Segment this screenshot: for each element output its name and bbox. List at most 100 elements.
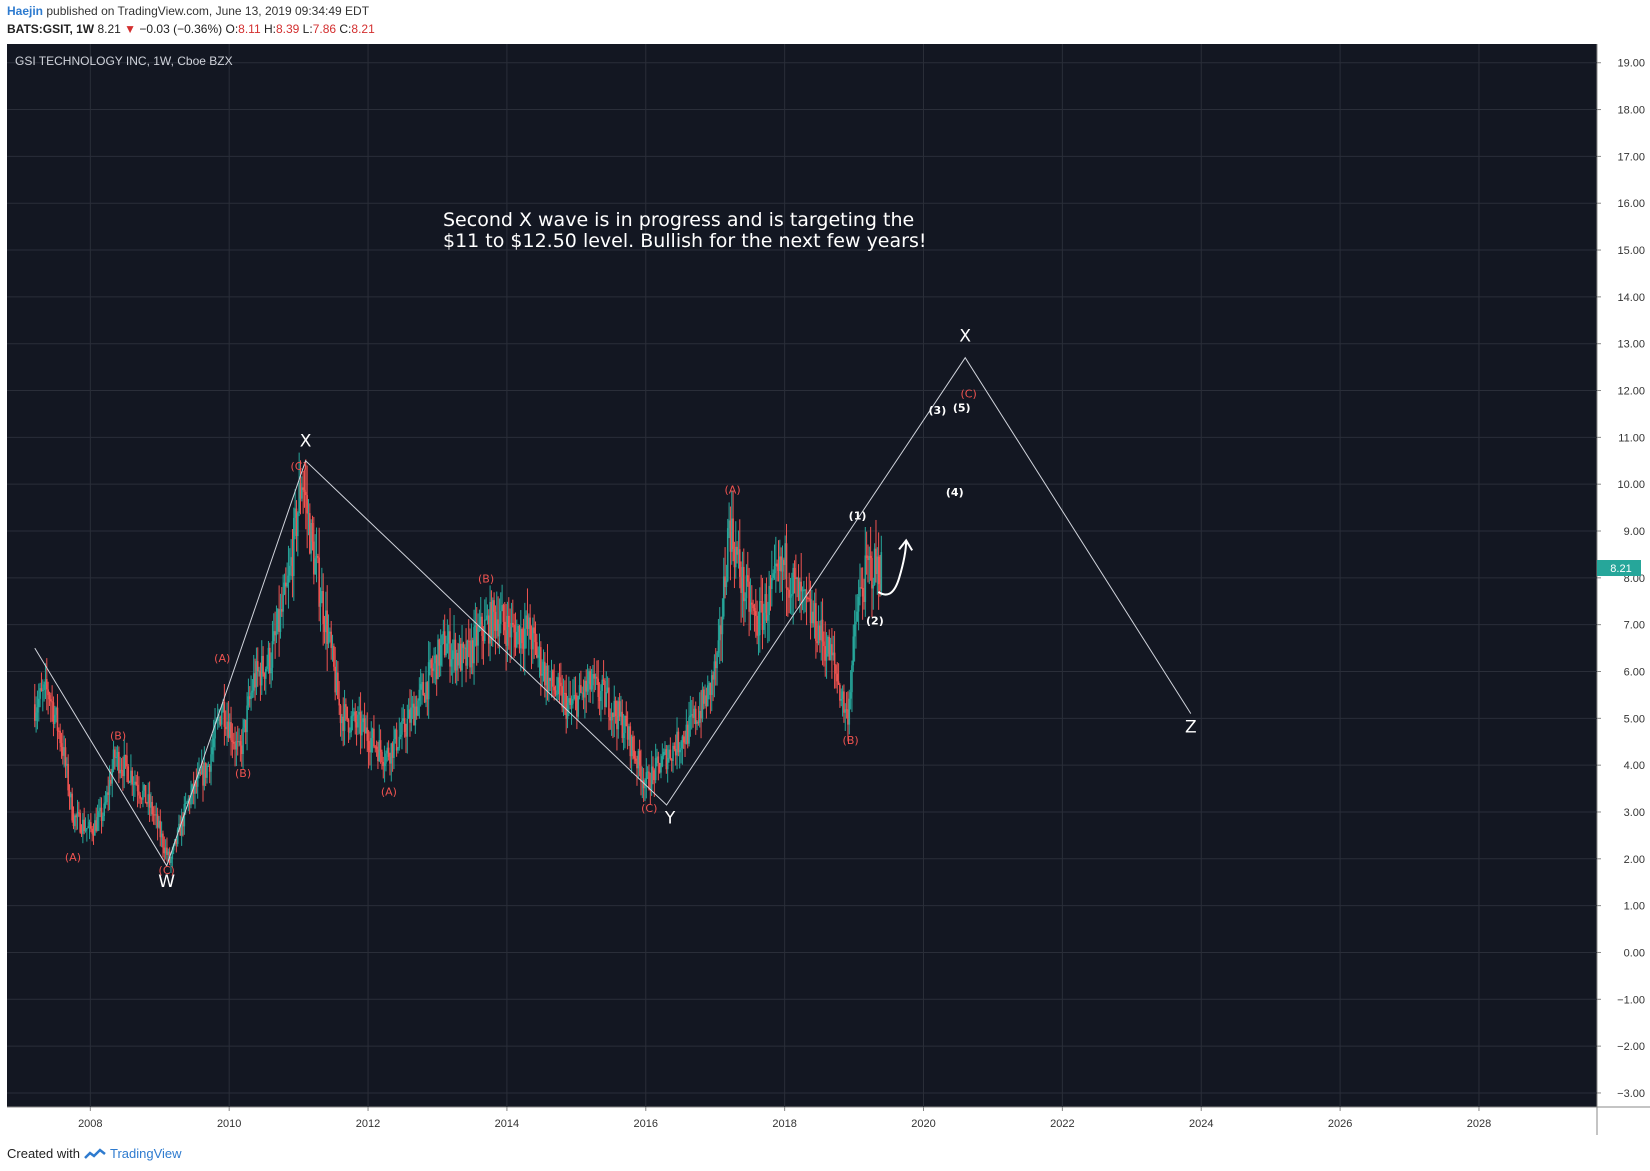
candle-body xyxy=(660,766,662,773)
price-tick-label: 6.00 xyxy=(1624,666,1645,678)
candle-body xyxy=(314,558,316,575)
candle-body xyxy=(159,820,162,838)
candle-body xyxy=(439,645,442,666)
candle-body xyxy=(799,581,801,601)
candle-body xyxy=(222,702,224,712)
candle-body xyxy=(199,771,202,775)
candle-body xyxy=(716,652,718,669)
candle-body xyxy=(710,675,713,695)
time-tick-label: 2016 xyxy=(634,1118,658,1130)
candle-body xyxy=(398,736,401,748)
candle-body xyxy=(88,822,91,827)
candle-body xyxy=(530,638,533,650)
candle-body xyxy=(526,615,529,629)
price-tick-label: 0.00 xyxy=(1624,947,1645,959)
candle-body xyxy=(148,794,151,808)
candle-body xyxy=(864,555,867,602)
sub-wave-label-red: (C) xyxy=(961,388,977,401)
candle-body xyxy=(732,518,734,550)
time-tick-label: 2008 xyxy=(78,1118,102,1130)
candle-body xyxy=(749,602,752,612)
candle-body xyxy=(694,708,697,724)
candle-body xyxy=(451,650,454,660)
candle-body xyxy=(415,706,418,716)
author-link[interactable]: Haejin xyxy=(7,4,44,18)
candle-body xyxy=(425,682,427,703)
candle-body xyxy=(450,659,453,667)
candle-body xyxy=(443,631,446,656)
candle-body xyxy=(55,707,57,715)
candle-body xyxy=(246,705,248,733)
low-value: 7.86 xyxy=(312,22,337,36)
annotation-line-1: Second X wave is in progress and is targ… xyxy=(443,209,914,231)
candle-body xyxy=(43,684,45,690)
candle-body xyxy=(236,741,239,743)
wave-label: W xyxy=(158,872,175,892)
candle-body xyxy=(411,703,414,708)
low-label: L: xyxy=(302,22,313,36)
candle-body xyxy=(621,711,624,738)
candle-body xyxy=(239,741,242,746)
candle-body xyxy=(418,689,421,701)
candle-body xyxy=(657,756,660,764)
candle-body xyxy=(677,731,680,753)
candle-body xyxy=(394,729,397,739)
candle-body xyxy=(800,581,802,592)
candle-body xyxy=(51,701,53,703)
candle-body xyxy=(669,749,672,759)
candle-body xyxy=(180,816,183,836)
candle-body xyxy=(108,779,111,795)
candle-body xyxy=(812,611,815,624)
candle-body xyxy=(188,798,191,805)
candle-body xyxy=(490,601,493,641)
candle-body xyxy=(836,673,839,682)
candle-body xyxy=(270,667,272,674)
candle-body xyxy=(682,736,685,743)
candle-body xyxy=(83,819,85,832)
candle-body xyxy=(785,543,788,589)
candle-body xyxy=(549,677,551,681)
candle-body xyxy=(728,520,730,529)
candle-body xyxy=(805,589,808,598)
candle-body xyxy=(427,662,430,700)
candle-body xyxy=(537,655,539,658)
candle-body xyxy=(482,636,485,642)
candle-body xyxy=(606,687,609,693)
candle-body xyxy=(791,594,793,596)
candle-body xyxy=(267,647,270,667)
candle-body xyxy=(840,698,843,701)
candle-body xyxy=(227,721,230,738)
candle-body xyxy=(234,743,236,750)
candle-body xyxy=(354,711,357,723)
candle-body xyxy=(479,616,482,626)
candle-body xyxy=(94,820,96,836)
brand-link[interactable]: TradingView xyxy=(109,1146,182,1161)
candle-body xyxy=(175,839,178,844)
candle-body xyxy=(335,672,338,693)
candle-body xyxy=(437,639,439,680)
candle-body xyxy=(198,771,200,776)
candle-body xyxy=(190,793,192,805)
symbol-label: BATS:GSIT, 1W xyxy=(7,22,95,36)
candle-body xyxy=(738,549,741,577)
candle-body xyxy=(150,801,152,808)
annotation-line-2: $11 to $12.50 level. Bullish for the nex… xyxy=(443,230,926,252)
time-tick-label: 2020 xyxy=(911,1118,935,1130)
candle-body xyxy=(848,698,851,725)
candle-body xyxy=(449,631,451,667)
candle-body xyxy=(385,753,387,764)
candle-body xyxy=(248,696,251,699)
candle-body xyxy=(641,780,644,782)
candle-body xyxy=(609,717,612,721)
candle-body xyxy=(658,763,661,773)
candle-body xyxy=(341,716,343,724)
candle-body xyxy=(656,756,658,758)
candle-body xyxy=(178,823,180,830)
candle-body xyxy=(673,745,676,750)
candle-body xyxy=(841,691,844,699)
candle-body xyxy=(283,582,286,595)
candle-body xyxy=(114,749,116,758)
candle-body xyxy=(462,643,465,648)
candle-body xyxy=(143,785,146,791)
